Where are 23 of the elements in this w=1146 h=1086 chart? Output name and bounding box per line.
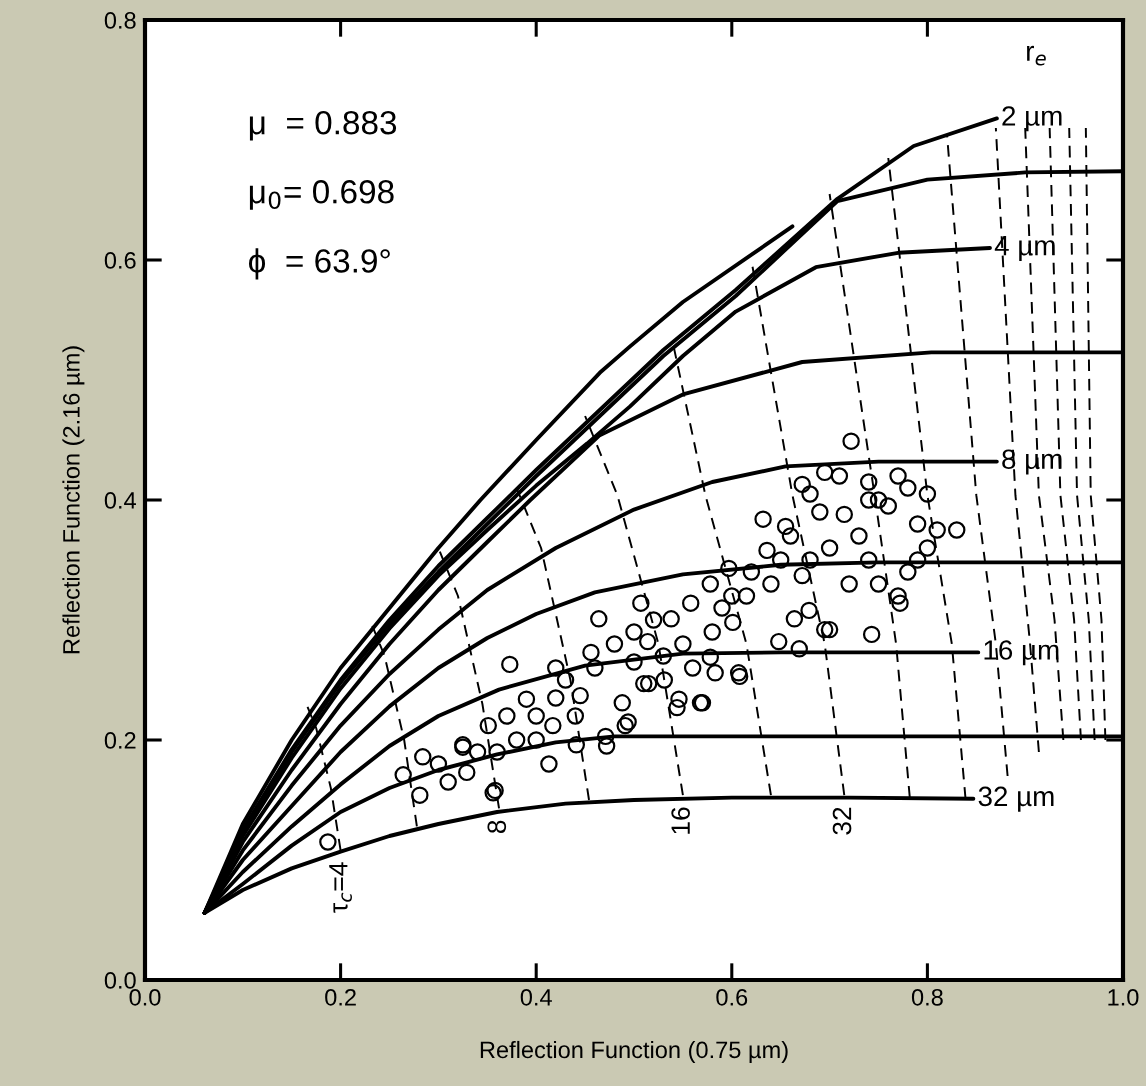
x-tick-label: 0.0 xyxy=(129,988,161,1006)
text: 8 xyxy=(487,820,507,834)
y-tick-label: 0.6 xyxy=(104,252,136,269)
series-label: 32 µm xyxy=(978,786,1054,812)
x-tick-label: 0.2 xyxy=(325,988,356,1006)
x-axis-title: Reflection Function (0.75 µm) xyxy=(480,1040,788,1063)
annotation: r$_{e}$ xyxy=(1027,45,1046,66)
y-axis-title: Reflection Function (2.16 µm) xyxy=(62,346,85,654)
x-tick-label: 0.4 xyxy=(520,988,552,1006)
text: τ$_{c}$=4 xyxy=(329,862,352,913)
series-label: 2 µm xyxy=(1002,106,1062,132)
text: 32 xyxy=(832,807,852,835)
x-tick-label: 1.0 xyxy=(1108,988,1139,1006)
x-tick-label: 0.8 xyxy=(911,988,943,1006)
x-tick-label: 0.6 xyxy=(716,988,748,1006)
annotation: μ = 0.883 xyxy=(249,110,397,141)
y-tick-label: 0.4 xyxy=(104,492,136,509)
text: 16 xyxy=(671,807,690,834)
y-tick-label: 0.8 xyxy=(104,12,136,29)
annotation: ϕ = 63.9° xyxy=(248,248,390,280)
y-tick-label: 0.0 xyxy=(104,972,136,989)
y-tick-label: 0.2 xyxy=(104,732,136,749)
annotation: μ$_{0}$= 0.698 xyxy=(249,180,394,210)
